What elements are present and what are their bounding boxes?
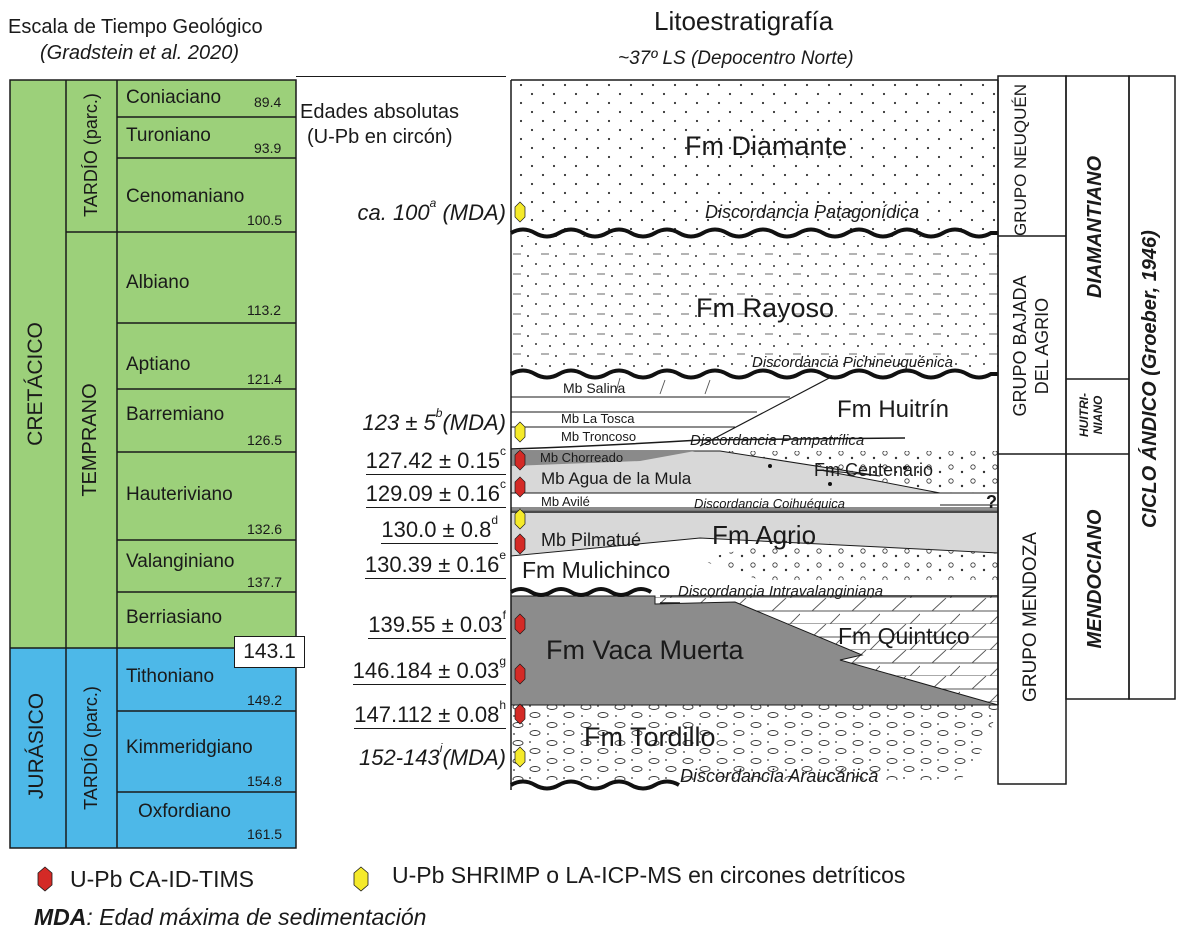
stage-name: Albiano bbox=[126, 272, 190, 293]
boundary-age-box: 143.1 bbox=[234, 636, 305, 668]
cycle-huitriniano: HUITRI- NIANO bbox=[1077, 393, 1105, 437]
lithostratigraphy-subtitle: ~37º LS (Depocentro Norte) bbox=[618, 48, 854, 69]
question-mark: ? bbox=[986, 492, 997, 512]
legend-mda: MDA: Edad máxima de sedimentación bbox=[34, 904, 427, 930]
shrimp-sample-marker bbox=[514, 746, 526, 768]
jurassic-band bbox=[10, 648, 296, 848]
ages-header-rule bbox=[296, 76, 506, 77]
age-entry: 127.42 ± 0.15c bbox=[365, 444, 506, 475]
fm-quintuco: Fm Quintuco bbox=[838, 623, 970, 649]
stage-age: 113.2 bbox=[247, 302, 281, 318]
timescale-title: Escala de Tiempo Geológico bbox=[8, 16, 263, 38]
fm-mulichinco: Fm Mulichinco bbox=[522, 557, 671, 583]
age-entry: 152-143i(MDA) bbox=[359, 741, 506, 770]
tims-sample-marker bbox=[514, 476, 526, 498]
fm-rayoso: Fm Rayoso bbox=[696, 293, 835, 323]
stage-name: Aptiano bbox=[126, 354, 191, 375]
stage-name: Berriasiano bbox=[126, 607, 223, 628]
timescale-subtitle: (Gradstein et al. 2020) bbox=[40, 42, 239, 64]
age-entry: 139.55 ± 0.03f bbox=[368, 608, 506, 639]
mb-salina: Mb Salina bbox=[563, 380, 626, 396]
cycle-diamantiano: DIAMANTIANO bbox=[1084, 155, 1106, 299]
cretaceous-band bbox=[10, 80, 117, 648]
stage-name: Kimmeridgiano bbox=[126, 737, 253, 758]
fm-vaca-muerta: Fm Vaca Muerta bbox=[546, 635, 744, 665]
shrimp-sample-marker bbox=[514, 201, 526, 223]
ages-header-line1: Edades absolutas bbox=[300, 101, 460, 123]
age-entry: ca. 100a (MDA) bbox=[357, 196, 506, 225]
group-neuquen: GRUPO NEUQUÉN bbox=[1011, 83, 1030, 237]
tims-sample-marker bbox=[514, 663, 526, 685]
legend-tims-marker bbox=[37, 866, 53, 892]
stage-age: 93.9 bbox=[254, 140, 282, 156]
stage-age: 154.8 bbox=[247, 773, 283, 789]
stage-age: 149.2 bbox=[247, 692, 283, 708]
age-entry: 123 ± 5b(MDA) bbox=[362, 406, 506, 435]
cycle-ciclo-andico: CICLO ÁNDICO (Groeber, 1946) bbox=[1139, 230, 1161, 528]
tims-sample-marker bbox=[514, 613, 526, 635]
fm-tordillo: Fm Tordillo bbox=[584, 722, 716, 752]
disc-araucanica: Discordancia Araucánica bbox=[680, 766, 879, 786]
mb-la-tosca: Mb La Tosca bbox=[561, 411, 635, 426]
marker-layer bbox=[0, 0, 526, 768]
stage-name: Barremiano bbox=[126, 404, 225, 425]
legend-tims-label: U-Pb CA-ID-TIMS bbox=[70, 866, 254, 892]
stage-name: Hauteriviano bbox=[126, 484, 233, 505]
mb-agua-de-la-mula: Mb Agua de la Mula bbox=[541, 469, 692, 488]
tims-sample-marker bbox=[514, 703, 526, 725]
group-bajada-del-agrio: GRUPO BAJADA DEL AGRIO bbox=[1010, 275, 1052, 417]
lithostratigraphy-title: Litoestratigrafía bbox=[654, 6, 834, 36]
stage-age: 121.4 bbox=[247, 371, 283, 387]
shrimp-sample-marker bbox=[514, 508, 526, 530]
disc-coihuequica: Discordancia Coihuéquica bbox=[694, 496, 846, 511]
group-mendoza: GRUPO MENDOZA bbox=[1020, 532, 1041, 702]
age-entry: 129.09 ± 0.16c bbox=[365, 477, 506, 508]
age-entry: 146.184 ± 0.03g bbox=[352, 654, 506, 685]
disc-pampatrilica: Discordancia Pampatrílica bbox=[690, 432, 865, 449]
stage-age: 161.5 bbox=[247, 826, 283, 842]
stage-age: 126.5 bbox=[247, 432, 283, 448]
mb-avile: Mb Avilé bbox=[541, 494, 590, 509]
disc-pichineuquenica: Discordancia Pichineuquénica bbox=[752, 354, 953, 371]
stage-name: Tithoniano bbox=[126, 666, 215, 687]
stage-name: Valanginiano bbox=[126, 551, 235, 572]
legend-shrimp-label: U-Pb SHRIMP o LA-ICP-MS en circones detr… bbox=[392, 862, 906, 888]
fm-centenario: Fm Centenario bbox=[814, 460, 934, 480]
timescale-grid bbox=[9, 79, 297, 849]
mb-pilmatue: Mb Pilmatué bbox=[541, 530, 642, 550]
stage-age: 100.5 bbox=[247, 212, 283, 228]
stage-age: 137.7 bbox=[247, 574, 283, 590]
ages-header-line2: (U-Pb en circón) bbox=[307, 126, 453, 148]
disc-patagonidica: Discordancia Patagonídica bbox=[705, 202, 920, 222]
age-entry: 130.39 ± 0.16e bbox=[364, 548, 506, 579]
age-entry: 130.0 ± 0.8d bbox=[381, 513, 498, 544]
stage-name: Turoniano bbox=[126, 125, 211, 146]
fm-diamante: Fm Diamante bbox=[685, 131, 848, 161]
tims-sample-marker bbox=[514, 449, 526, 471]
ages-column: ca. 100a (MDA) 123 ± 5b(MDA) 127.42 ± 0.… bbox=[300, 0, 506, 860]
mb-chorreado: Mb Chorreado bbox=[540, 450, 624, 465]
stage-name: Cenomaniano bbox=[126, 186, 245, 207]
fm-huitrin: Fm Huitrín bbox=[837, 396, 950, 423]
cretaceous-stages-band bbox=[117, 80, 296, 648]
tims-sample-marker bbox=[514, 533, 526, 555]
stage-name: Coniaciano bbox=[126, 87, 222, 108]
disc-intravalanginiana: Discordancia Intravalanginiana bbox=[678, 583, 884, 600]
age-entry: 147.112 ± 0.08h bbox=[354, 698, 506, 729]
stage-age: 89.4 bbox=[254, 94, 282, 110]
stage-name: Oxfordiano bbox=[138, 801, 231, 822]
fm-agrio: Fm Agrio bbox=[712, 520, 817, 550]
legend-shrimp-marker bbox=[353, 866, 369, 892]
cycle-mendociano: MENDOCIANO bbox=[1084, 509, 1106, 649]
stage-age: 132.6 bbox=[247, 521, 283, 537]
shrimp-sample-marker bbox=[514, 421, 526, 443]
mb-troncoso: Mb Troncoso bbox=[561, 429, 637, 444]
